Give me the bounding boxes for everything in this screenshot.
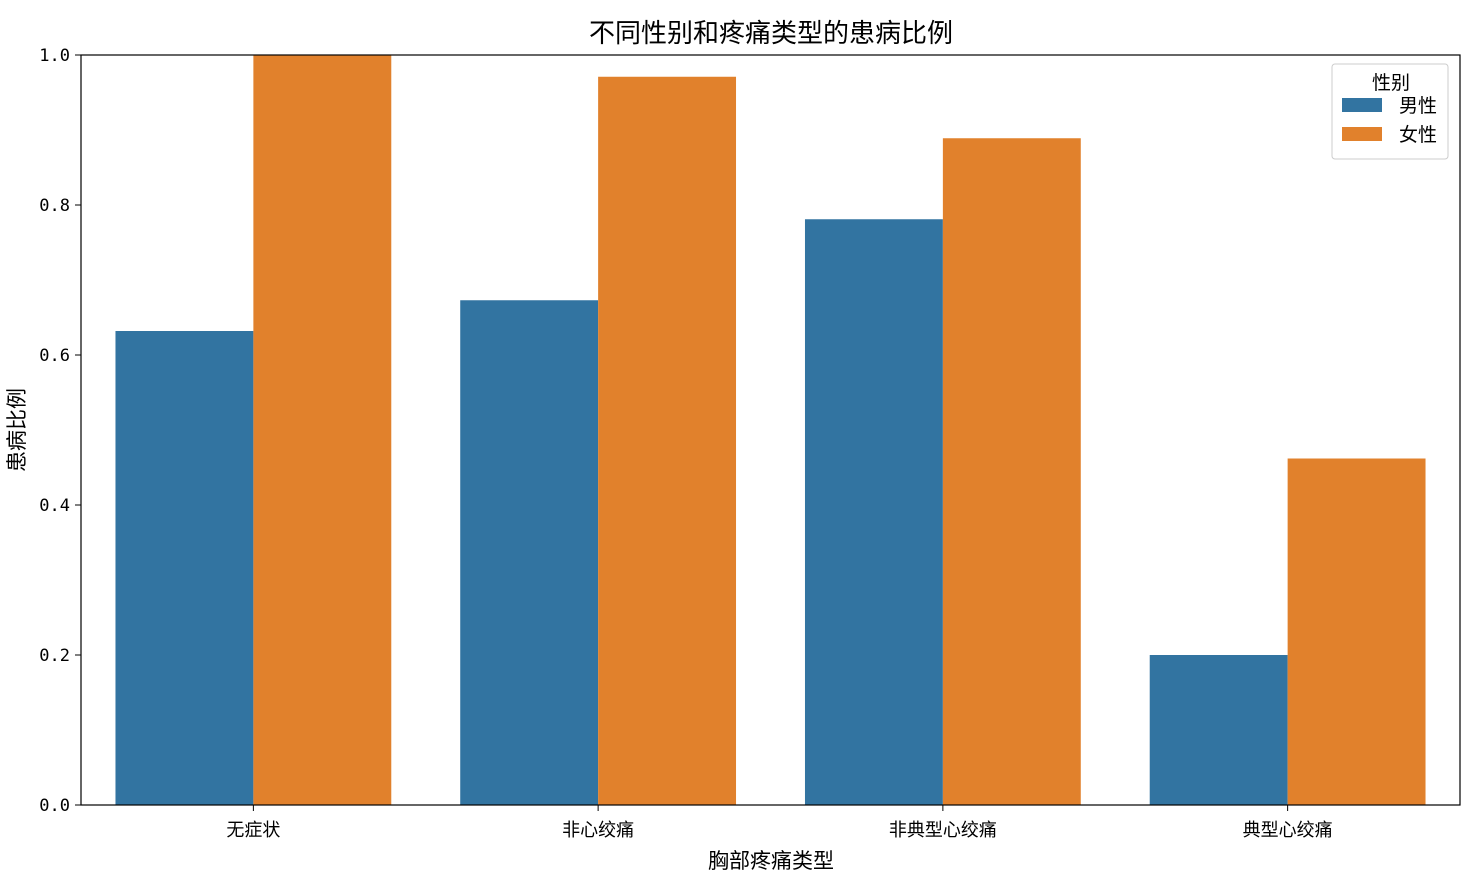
legend-swatch-female <box>1342 127 1382 141</box>
legend-label-female: 女性 <box>1399 124 1437 146</box>
y-axis-label: 患病比例 <box>5 388 29 472</box>
bar-female-0 <box>253 55 392 805</box>
legend-swatch-male <box>1342 98 1382 112</box>
legend-label-male: 男性 <box>1399 95 1437 117</box>
bar-male-0 <box>115 331 254 805</box>
x-tick-label: 非典型心绞痛 <box>889 820 997 841</box>
bar-female-2 <box>942 138 1081 805</box>
x-tick-label: 无症状 <box>226 820 280 841</box>
bar-male-1 <box>460 300 599 805</box>
bar-male-2 <box>804 219 943 805</box>
y-tick-label: 0.6 <box>39 346 70 366</box>
x-axis: 无症状 非心绞痛 非典型心绞痛 典型心绞痛 <box>226 805 1333 841</box>
y-tick-label: 0.8 <box>39 196 70 216</box>
x-tick-label: 典型心绞痛 <box>1243 820 1333 841</box>
bar-female-3 <box>1287 458 1426 805</box>
y-tick-label: 1.0 <box>39 46 70 66</box>
chart-title: 不同性别和疼痛类型的患病比例 <box>589 19 953 49</box>
y-tick-label: 0.0 <box>39 796 70 816</box>
y-tick-label: 0.4 <box>39 496 70 516</box>
y-tick-label: 0.2 <box>39 646 70 666</box>
legend-title: 性别 <box>1372 72 1410 94</box>
bar-female-1 <box>598 76 737 805</box>
bar-male-3 <box>1149 655 1288 805</box>
bars-group <box>115 55 1426 805</box>
y-axis: 0.0 0.2 0.4 0.6 0.8 1.0 <box>39 46 81 816</box>
x-axis-label: 胸部疼痛类型 <box>708 849 834 873</box>
x-tick-label: 非心绞痛 <box>562 820 634 841</box>
plot-frame <box>80 54 1461 806</box>
